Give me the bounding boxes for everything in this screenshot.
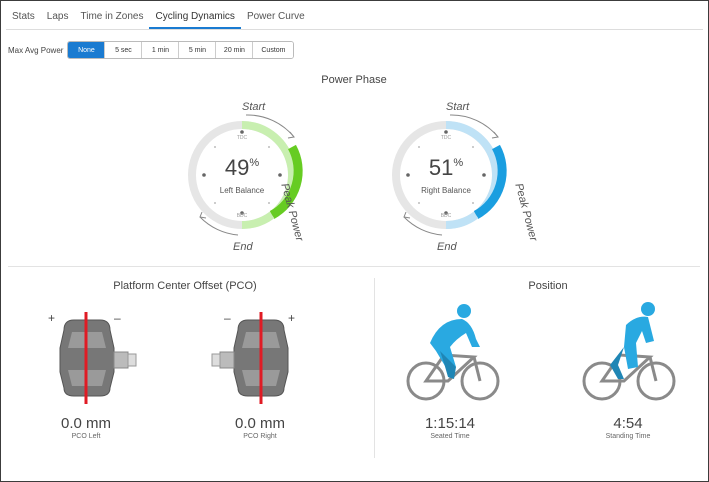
- pco-right-minus: –: [224, 311, 231, 325]
- right-balance-label: Right Balance: [421, 186, 471, 195]
- seated-time-label: Seated Time: [430, 433, 470, 440]
- left-pedal-icon: [59, 312, 137, 404]
- right-peak-arc: [473, 144, 507, 219]
- max-avg-power-label: Max Avg Power: [8, 45, 64, 55]
- left-power-phase-gauge: [188, 114, 303, 236]
- left-bottom-arc: [241, 211, 275, 229]
- standing-time-value: 4:54: [613, 415, 643, 432]
- left-end-label: End: [233, 241, 253, 253]
- section-divider: [8, 266, 700, 267]
- left-tdc-label: TDC: [236, 135, 248, 141]
- seated-time-value: 1:15:14: [424, 415, 476, 432]
- right-bdc-label: BDC: [440, 213, 452, 219]
- right-start-label: Start: [446, 101, 470, 113]
- map-option-5min[interactable]: 5 min: [179, 42, 217, 58]
- pco-left-value: 0.0 mm: [60, 415, 111, 432]
- tab-cycling-dynamics[interactable]: Cycling Dynamics: [149, 7, 241, 29]
- left-end-arrow: [199, 216, 239, 236]
- pco-left-plus: +: [48, 311, 56, 325]
- tab-bar: Stats Laps Time in Zones Cycling Dynamic…: [6, 7, 311, 29]
- position-title: Position: [528, 280, 568, 292]
- standing-time-label: Standing Time: [605, 433, 651, 440]
- tab-power-curve[interactable]: Power Curve: [246, 11, 305, 22]
- left-balance-percent: 49%: [224, 155, 260, 180]
- column-divider: [374, 278, 375, 458]
- max-avg-power-selector: None 5 sec 1 min 5 min 20 min Custom: [67, 41, 295, 59]
- tab-stats[interactable]: Stats: [12, 11, 35, 22]
- map-option-1min[interactable]: 1 min: [142, 42, 180, 58]
- tab-laps[interactable]: Laps: [46, 11, 69, 22]
- right-end-arrow: [403, 216, 443, 236]
- pco-left-label: PCO Left: [71, 433, 101, 440]
- max-avg-power-row: Max Avg Power None 5 sec 1 min 5 min 20 …: [8, 41, 295, 59]
- tab-time-in-zones[interactable]: Time in Zones: [80, 11, 144, 22]
- left-start-label: Start: [242, 101, 266, 113]
- seated-rider-icon: [406, 304, 500, 401]
- left-bdc-label: BDC: [236, 213, 248, 219]
- pco-right-label: PCO Right: [243, 433, 277, 440]
- map-option-none[interactable]: None: [68, 42, 106, 58]
- pco-right-plus: +: [288, 311, 296, 325]
- right-tdc-label: TDC: [440, 135, 452, 141]
- right-bottom-arc: [445, 211, 479, 229]
- map-option-custom[interactable]: Custom: [253, 42, 294, 58]
- tabs-divider: [6, 29, 703, 30]
- pco-title: Platform Center Offset (PCO): [113, 280, 257, 292]
- map-option-5sec[interactable]: 5 sec: [105, 42, 143, 58]
- map-option-20min[interactable]: 20 min: [216, 42, 254, 58]
- standing-rider-icon: [582, 302, 676, 401]
- right-balance-percent: 51%: [428, 155, 464, 180]
- right-pedal-icon: [211, 312, 289, 404]
- left-balance-label: Left Balance: [219, 186, 265, 195]
- right-end-label: End: [437, 241, 457, 253]
- left-peak-arc: [269, 144, 303, 219]
- pco-right-value: 0.0 mm: [234, 415, 285, 432]
- power-phase-title: Power Phase: [321, 74, 387, 86]
- pco-left-minus: –: [114, 311, 121, 325]
- right-power-phase-gauge: [392, 114, 507, 236]
